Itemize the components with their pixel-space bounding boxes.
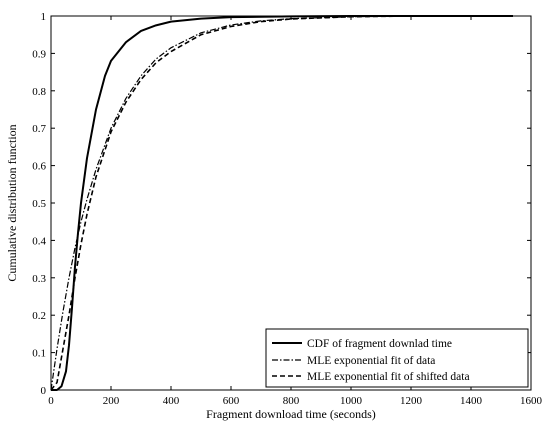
series-mle-shifted-fit	[50, 15, 513, 391]
y-tick-label-2: 0.2	[32, 310, 46, 322]
y-tick-label-3: 0.3	[32, 273, 46, 285]
x-tick-label-8: 1600	[520, 395, 543, 407]
legend-label-cdf: CDF of fragment downlad time	[307, 338, 452, 350]
y-axis: 0 0.1 0.2 0.3 0.4 0.5 0.6 0.7 0.8 0.9 1	[32, 11, 531, 397]
series-mle-fit	[50, 15, 513, 391]
y-tick-label-5: 0.5	[32, 198, 46, 210]
x-axis-label: Fragment download time (seconds)	[206, 407, 376, 421]
legend-label-mle-fit: MLE exponential fit of data	[307, 355, 435, 367]
legend: CDF of fragment downlad time MLE exponen…	[265, 328, 529, 388]
x-tick-label-7: 1400	[460, 395, 483, 407]
y-tick-label-7: 0.7	[32, 123, 46, 135]
x-tick-label-5: 1000	[340, 395, 363, 407]
x-tick-label-0: 0	[48, 395, 54, 407]
x-tick-label-3: 600	[223, 395, 240, 407]
series-cdf	[51, 15, 513, 391]
y-axis-label: Cumulative distribution function	[5, 124, 19, 281]
y-tick-label-9: 0.9	[32, 48, 46, 60]
x-tick-label-1: 200	[103, 395, 120, 407]
x-axis: 0 200 400 600 800 1000 1200 1400 1600	[48, 16, 543, 407]
series-layer	[50, 15, 513, 391]
y-tick-label-1: 0.1	[32, 348, 46, 360]
y-tick-label-6: 0.6	[32, 161, 46, 173]
y-tick-label-0: 0	[41, 385, 47, 397]
x-tick-label-2: 400	[163, 395, 180, 407]
legend-label-mle-shifted: MLE exponential fit of shifted data	[307, 371, 470, 383]
y-tick-label-4: 0.4	[32, 235, 46, 247]
x-tick-label-6: 1200	[400, 395, 423, 407]
y-tick-label-10: 1	[41, 11, 47, 23]
x-tick-label-4: 800	[283, 395, 300, 407]
y-tick-label-8: 0.8	[32, 86, 46, 98]
legend-box	[265, 328, 529, 388]
plot-frame	[50, 15, 532, 391]
